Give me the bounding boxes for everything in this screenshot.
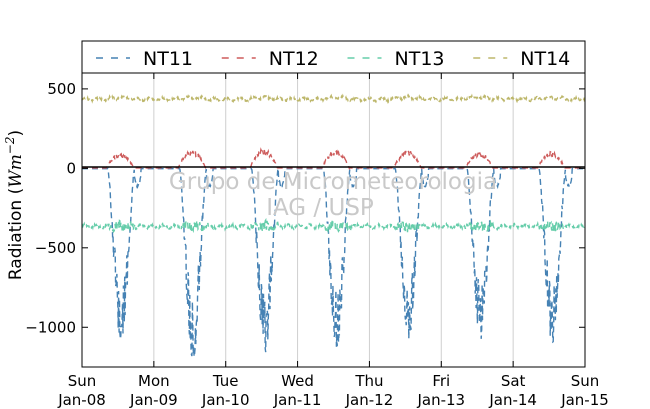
x-tick-label-day: Sun	[571, 372, 600, 390]
watermark: Grupo de Micrometeorologia IAG / USP	[169, 169, 497, 221]
x-tick-label-date: Jan-12	[345, 391, 394, 409]
y-tick-label: 500	[47, 80, 76, 98]
x-tick-label-day: Thu	[354, 372, 383, 390]
y-tick-label: 0	[66, 159, 76, 177]
y-axis-title-unit: Wm	[6, 154, 26, 188]
x-tick-label-day: Sun	[68, 372, 97, 390]
y-axis-title-prefix: Radiation (	[6, 188, 26, 280]
x-tick-label-date: Jan-14	[488, 391, 537, 409]
legend-label: NT11	[143, 48, 193, 70]
x-tick-label-date: Jan-09	[129, 391, 178, 409]
x-tick-label-day: Fri	[432, 372, 450, 390]
watermark-line-2: IAG / USP	[266, 195, 374, 221]
legend-label: NT14	[520, 48, 570, 70]
series-nt13-line	[81, 217, 586, 234]
series-nt11-line	[82, 167, 585, 358]
series-lines	[81, 93, 586, 358]
y-axis-title: Radiation (Wm−2)	[3, 130, 26, 280]
axis-ticks: SunJan-08MonJan-09TueJan-10WedJan-11ThuJ…	[25, 73, 609, 409]
y-tick-label: −1000	[25, 318, 76, 336]
legend: NT11 NT12 NT13 NT14	[81, 40, 586, 74]
series-nt14-line	[81, 93, 586, 104]
x-tick-label-date: Jan-08	[57, 391, 106, 409]
x-tick-label-day: Sat	[501, 372, 526, 390]
x-tick-label-day: Wed	[281, 372, 314, 390]
y-axis-title-suffix: )	[6, 130, 26, 137]
x-tick-label-date: Jan-13	[416, 391, 465, 409]
x-tick-label-day: Mon	[138, 372, 170, 390]
series-nt12-line	[82, 146, 585, 170]
y-tick-label: −500	[35, 239, 76, 257]
watermark-line-1: Grupo de Micrometeorologia	[169, 169, 497, 195]
x-tick-label-date: Jan-15	[560, 391, 609, 409]
x-tick-label-date: Jan-10	[201, 391, 250, 409]
x-tick-label-date: Jan-11	[273, 391, 322, 409]
legend-label: NT12	[269, 48, 319, 70]
legend-label: NT13	[395, 48, 445, 70]
grid-lines	[153, 73, 514, 367]
y-axis-title-exponent: −2	[3, 136, 17, 154]
legend-frame	[81, 40, 586, 74]
x-tick-label-day: Tue	[212, 372, 239, 390]
